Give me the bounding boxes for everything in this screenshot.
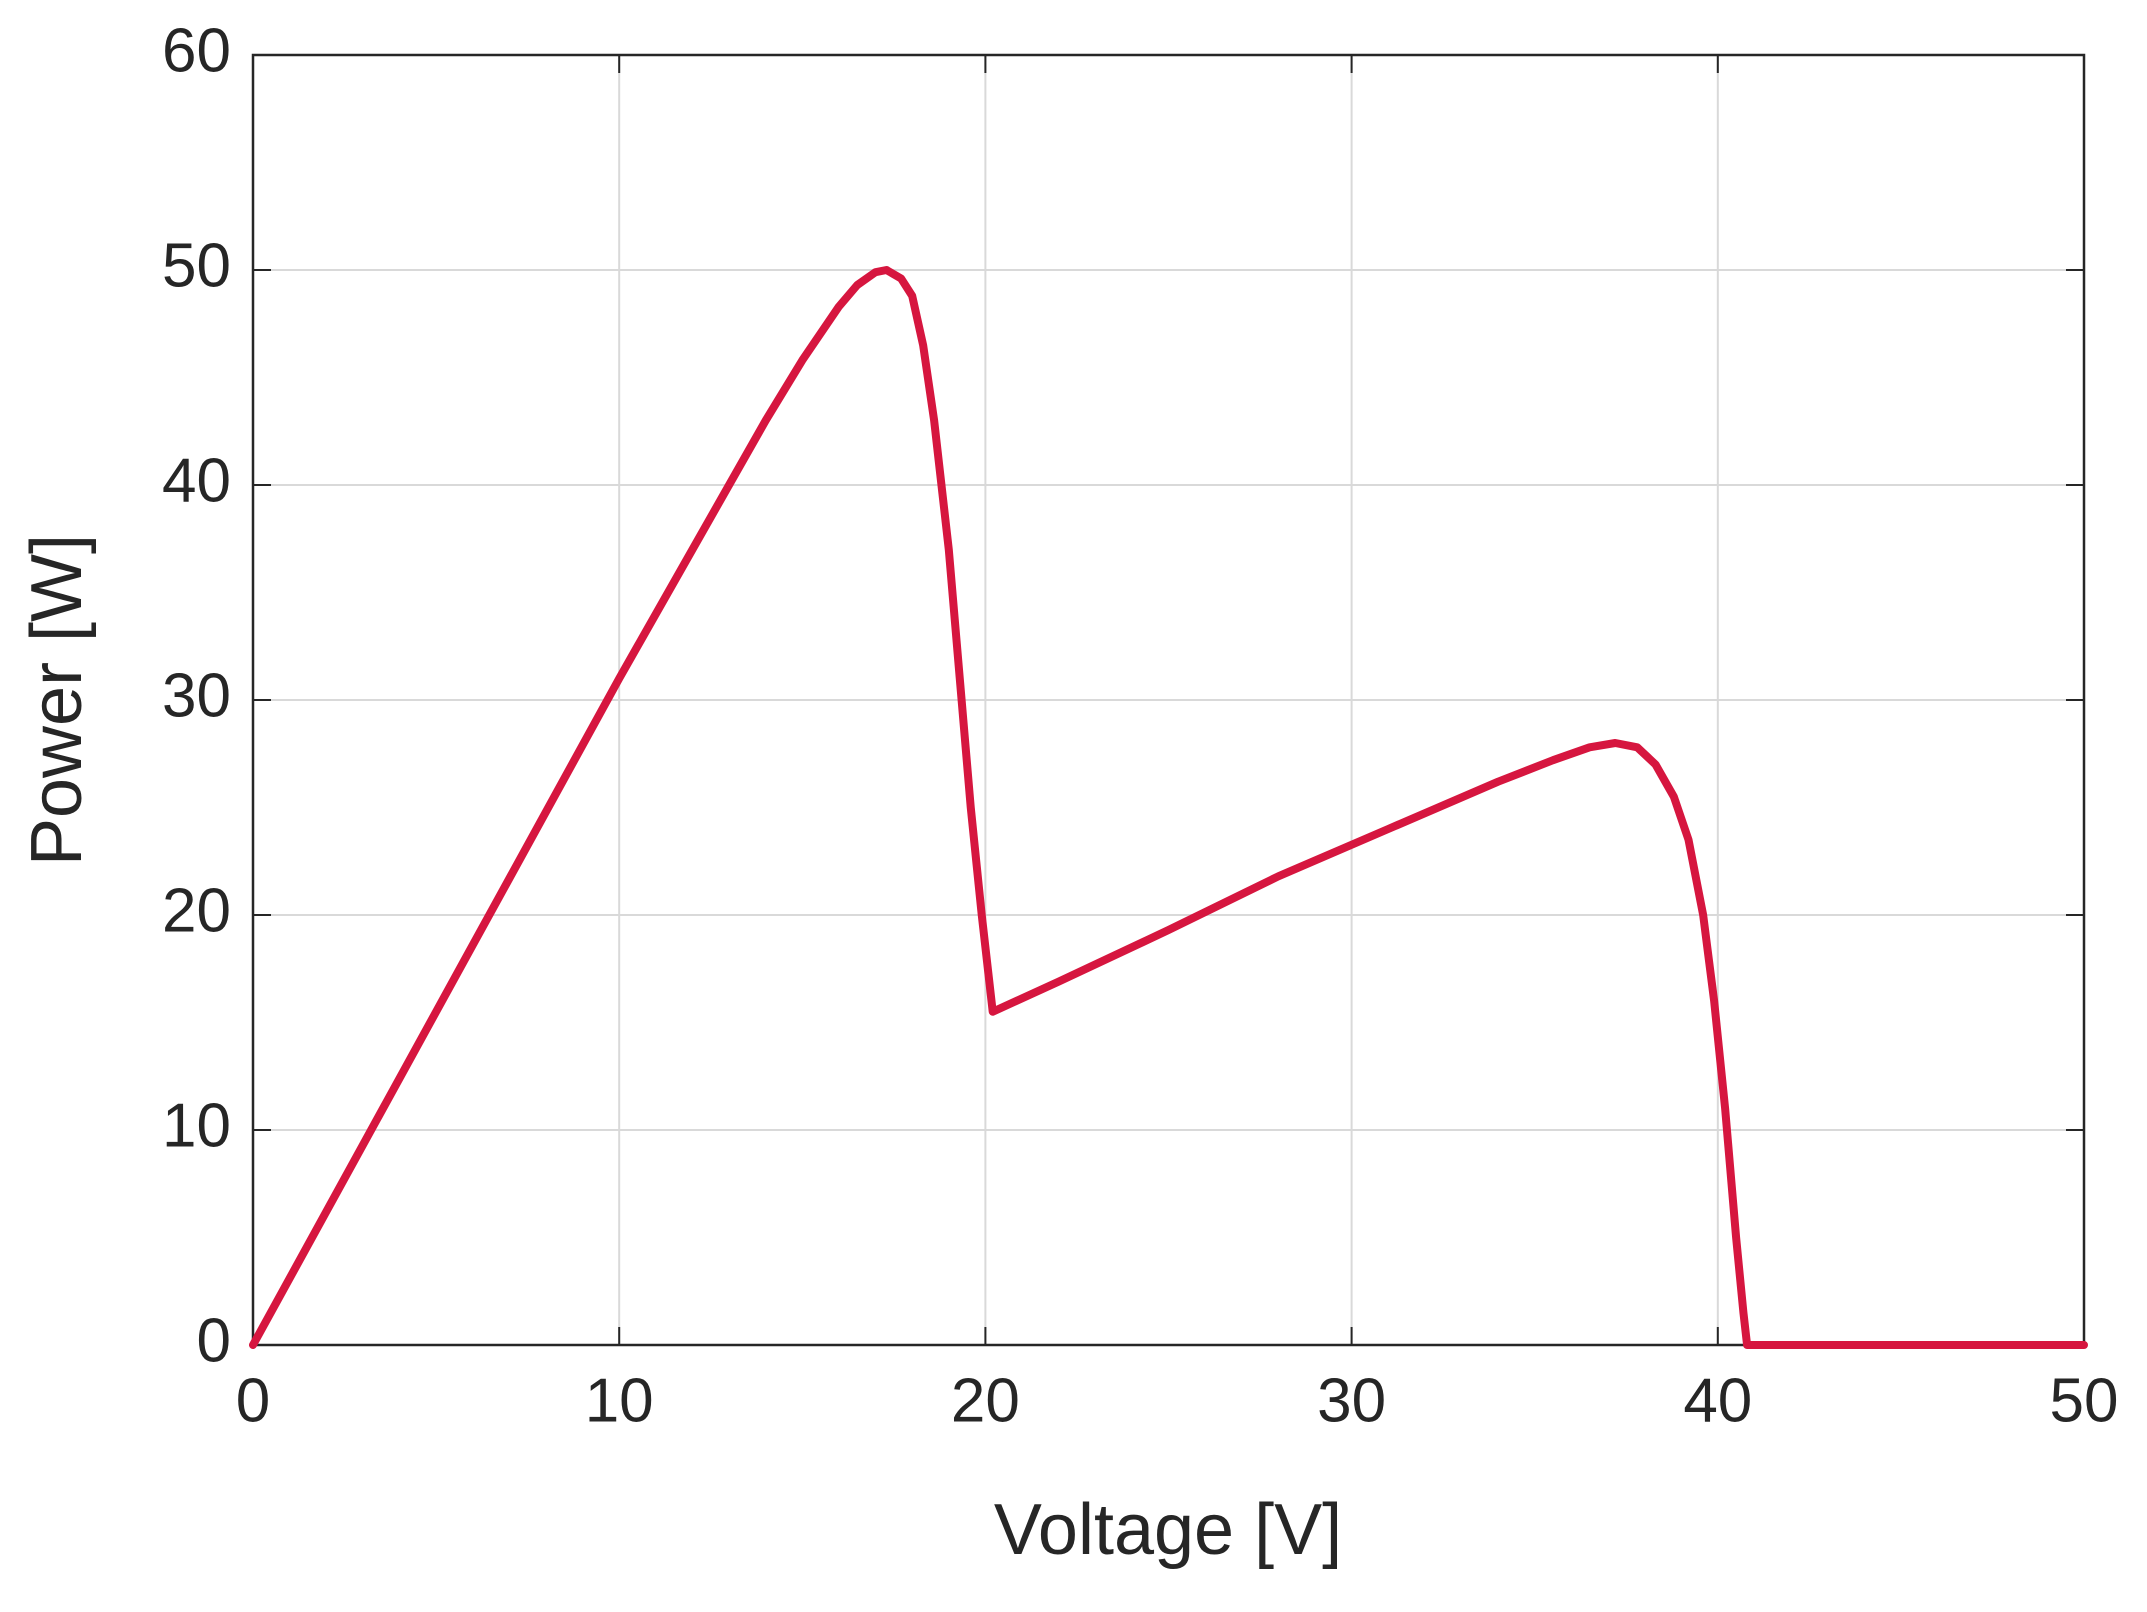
y-tick-label: 40 bbox=[162, 446, 231, 515]
y-tick-label: 50 bbox=[162, 231, 231, 300]
y-tick-label: 0 bbox=[197, 1306, 231, 1375]
x-tick-label: 50 bbox=[2050, 1366, 2119, 1435]
x-tick-label: 20 bbox=[951, 1366, 1020, 1435]
x-axis-label: Voltage [V] bbox=[994, 1490, 1342, 1570]
x-tick-label: 10 bbox=[585, 1366, 654, 1435]
y-tick-label: 20 bbox=[162, 876, 231, 945]
plot-frame bbox=[251, 53, 2086, 1347]
x-tick-label: 0 bbox=[236, 1366, 270, 1435]
y-axis-label: Power [W] bbox=[17, 534, 97, 866]
x-tick-label: 40 bbox=[1683, 1366, 1752, 1435]
y-tick-label: 30 bbox=[162, 661, 231, 730]
y-tick-label: 10 bbox=[162, 1091, 231, 1160]
y-tick-label: 60 bbox=[162, 16, 231, 85]
data-line bbox=[249, 266, 2088, 1349]
x-tick-label: 30 bbox=[1317, 1366, 1386, 1435]
